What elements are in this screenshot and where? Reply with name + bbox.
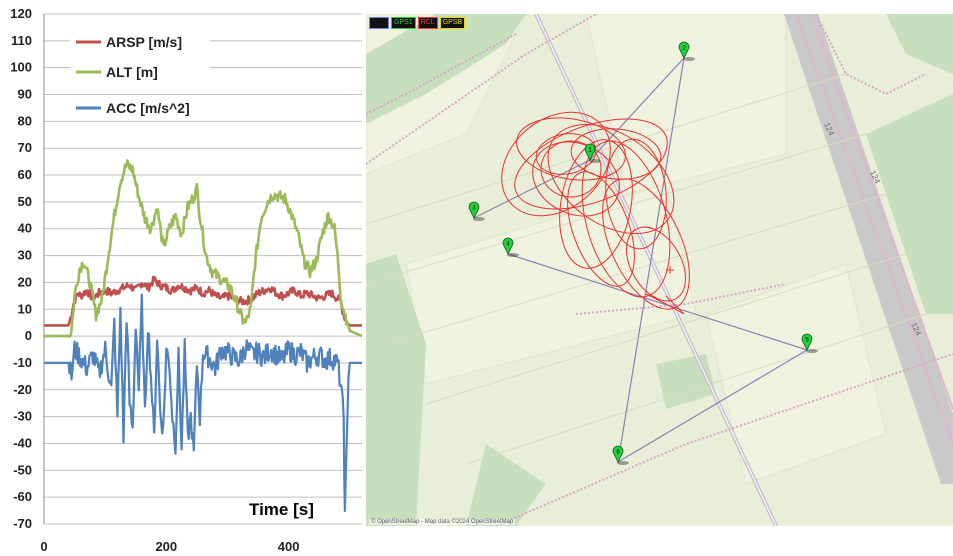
- waypoint-pin-icon[interactable]: [584, 143, 596, 161]
- waypoint-shadow: [806, 349, 818, 353]
- waypoint-marker[interactable]: 3: [468, 201, 485, 221]
- chart-axes: 1201101009080706050403020100-10-20-30-40…: [10, 6, 299, 554]
- y-tick-label: 120: [10, 6, 32, 21]
- waypoint-number: 5: [805, 338, 809, 344]
- y-tick-label: -10: [13, 355, 32, 370]
- field-boundaries: [366, 73, 927, 465]
- flight-track-loop: [559, 139, 633, 269]
- flight-track-loop: [581, 140, 671, 298]
- home-marker: [666, 266, 674, 274]
- y-tick-label: 20: [18, 274, 32, 289]
- flight-track-loop: [605, 138, 667, 250]
- y-tick-label: -70: [13, 516, 32, 531]
- y-tick-label: -30: [13, 409, 32, 424]
- y-tick-label: 50: [18, 194, 32, 209]
- waypoint-shadow: [683, 57, 695, 61]
- y-tick-label: -60: [13, 489, 32, 504]
- route-segment: [617, 57, 685, 463]
- series-line: [43, 275, 363, 327]
- y-tick-label: 80: [18, 113, 32, 128]
- waypoint-number: 4: [506, 242, 510, 248]
- flight-track-loop: [540, 140, 602, 198]
- telemetry-chart: 120 110 100 90 80 70 60 50 40 30 20 10 0 -10 -20 -30 -40…: [0, 0, 366, 556]
- waypoint-shadow: [617, 461, 629, 465]
- status-indicator-gpsb: GPSB: [439, 17, 466, 29]
- x-tick-label: 0: [40, 539, 47, 554]
- map-attribution: © OpenStreetMap - Map data ©2024 OpenStr…: [369, 519, 516, 525]
- waypoint-pin-icon[interactable]: [612, 445, 624, 463]
- waypoint-number: 6: [616, 450, 620, 456]
- waypoint-marker[interactable]: 1: [584, 143, 601, 163]
- flight-track-loop: [626, 226, 686, 302]
- highway: [784, 14, 953, 484]
- waypoint-marker[interactable]: 6: [612, 445, 629, 465]
- y-tick-label: 0: [25, 328, 32, 343]
- x-tick-label: 200: [155, 539, 177, 554]
- flight-track-loop: [501, 111, 611, 217]
- waypoint-marker[interactable]: 5: [801, 333, 818, 353]
- status-indicator-1: [369, 17, 389, 29]
- waypoint-number: 2: [682, 46, 686, 52]
- waypoints[interactable]: 1 2 3 4 5 6: [468, 41, 818, 465]
- y-tick-label: 90: [18, 87, 32, 102]
- legend-background: [70, 35, 210, 51]
- waypoint-pin-icon[interactable]: [801, 333, 813, 351]
- flight-track-loop: [570, 128, 662, 180]
- y-tick-label: -20: [13, 382, 32, 397]
- telemetry-chart-svg: 1201101009080706050403020100-10-20-30-40…: [10, 6, 363, 554]
- chart-series: [43, 159, 363, 513]
- y-tick-label: 110: [11, 33, 32, 48]
- diagonal-road: [534, 14, 778, 526]
- x-tick-label: 400: [278, 539, 300, 554]
- y-tick-label: 10: [18, 301, 32, 316]
- waypoint-pin-icon[interactable]: [468, 201, 480, 219]
- y-tick-label: 60: [18, 167, 32, 182]
- x-axis-label: Time [s]: [249, 500, 314, 519]
- status-indicator-gps1: GPS1: [391, 17, 416, 29]
- legend-background: [70, 65, 210, 81]
- waypoint-marker[interactable]: 4: [502, 237, 519, 257]
- waypoint-shadow: [589, 159, 601, 163]
- flight-track-loop: [567, 171, 635, 287]
- legend-label: ALT [m]: [106, 64, 158, 80]
- waypoint-marker[interactable]: 2: [678, 41, 695, 61]
- flight-track-loop: [645, 293, 685, 315]
- route-segment: [507, 253, 808, 351]
- route-segment: [617, 349, 808, 463]
- woodland-areas: [366, 14, 953, 526]
- status-indicators: GPS1 RCL GPSB: [369, 17, 466, 29]
- waypoint-pin-icon[interactable]: [678, 41, 690, 59]
- flight-track-loop: [602, 178, 690, 310]
- status-indicator-rcl: RCL: [417, 17, 438, 29]
- legend-background: [70, 101, 210, 117]
- waypoint-number: 1: [588, 148, 592, 154]
- series-line: [43, 159, 363, 338]
- y-tick-label: 30: [18, 248, 32, 263]
- y-tick-label: 70: [18, 140, 32, 155]
- legend-label: ACC [m/s^2]: [106, 100, 190, 116]
- field-tracks: [366, 14, 953, 526]
- series-line: [43, 293, 363, 513]
- y-tick-label: -50: [13, 462, 32, 477]
- y-tick-label: 40: [18, 221, 32, 236]
- y-tick-label: 100: [10, 60, 32, 75]
- waypoint-shadow: [507, 253, 519, 257]
- legend-label: ARSP [m/s]: [106, 34, 182, 50]
- route-segment: [589, 57, 685, 161]
- y-tick-label: -40: [13, 435, 32, 450]
- waypoint-shadow: [473, 217, 485, 221]
- chart-legend: ARSP [m/s] ALT [m] ACC [m/s^2]: [70, 34, 210, 117]
- waypoint-number: 3: [472, 206, 476, 212]
- waypoint-pin-icon[interactable]: [502, 237, 514, 255]
